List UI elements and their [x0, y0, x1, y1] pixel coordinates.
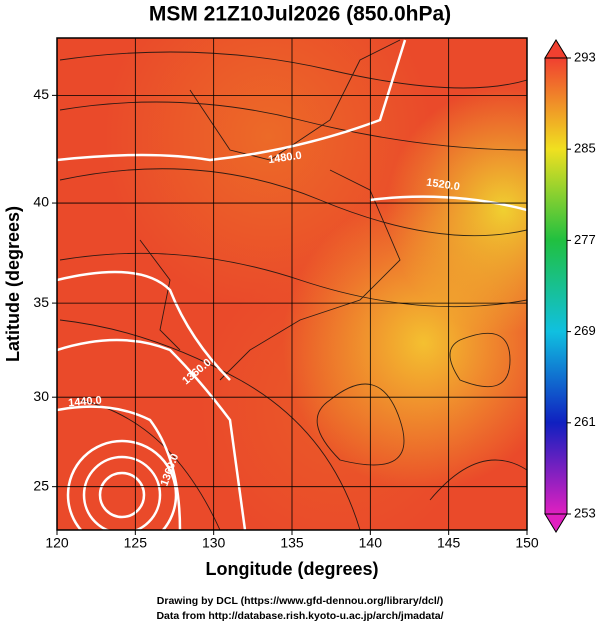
y-tick-label: 25	[33, 477, 49, 493]
y-axis-label: Latitude (degrees)	[3, 206, 23, 362]
contour-label: 1480.0	[267, 150, 302, 167]
colorbar-tick-label: 285	[574, 141, 596, 156]
colorbar-tick-label: 253	[574, 505, 596, 520]
x-tick-label: 120	[45, 535, 69, 551]
colorbar-tick-label: 261	[574, 414, 596, 429]
colorbar-tick-label: 269	[574, 323, 596, 338]
title: MSM 21Z10Jul2026 (850.0hPa)	[149, 3, 451, 26]
y-tick-label: 35	[33, 294, 49, 310]
colorbar	[544, 57, 568, 515]
x-tick-label: 125	[124, 535, 148, 551]
x-tick-label: 140	[359, 535, 383, 551]
colorbar-extend-bottom	[544, 513, 568, 533]
y-tick-label: 30	[33, 388, 49, 404]
footer-line: Data from http://database.rish.kyoto-u.a…	[156, 610, 443, 622]
x-tick-label: 135	[280, 535, 304, 551]
contour-label: 1520.0	[426, 177, 461, 194]
x-tick-label: 145	[437, 535, 461, 551]
x-axis-label: Longitude (degrees)	[205, 559, 378, 579]
x-tick-label: 130	[202, 535, 226, 551]
grid	[56, 38, 528, 530]
y-tick-label: 40	[33, 194, 49, 210]
footer-line: Drawing by DCL (https://www.gfd-dennou.o…	[157, 595, 443, 607]
colorbar-tick-label: 277	[574, 232, 596, 247]
colorbar-extend-top	[544, 39, 568, 59]
y-tick-label: 45	[33, 86, 49, 102]
contour-label: 1440.0	[68, 394, 103, 409]
colorbar-tick-label: 293	[574, 49, 596, 64]
x-tick-label: 150	[515, 535, 539, 551]
